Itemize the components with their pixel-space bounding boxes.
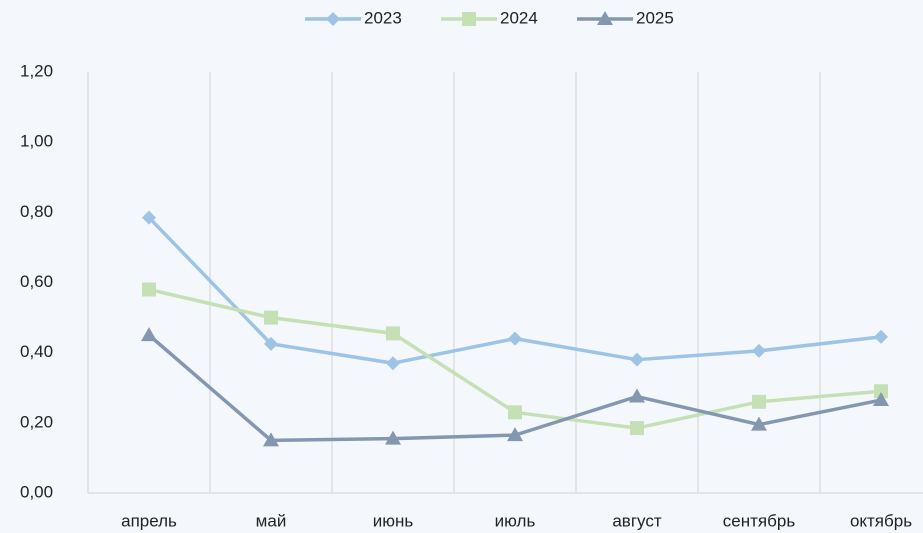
x-tick-label: апрель: [121, 511, 177, 530]
marker: [874, 329, 888, 344]
y-tick-label: 0,80: [20, 202, 53, 221]
marker: [752, 343, 766, 358]
legend-marker: [597, 11, 613, 25]
marker: [264, 336, 278, 351]
marker: [142, 282, 156, 297]
x-tick-label: сентябрь: [723, 511, 796, 530]
x-tick-label: май: [256, 511, 287, 530]
marker: [142, 210, 156, 225]
x-tick-label: октябрь: [850, 511, 912, 530]
marker: [629, 388, 645, 403]
marker: [508, 331, 522, 346]
legend-label: 2024: [500, 8, 538, 27]
marker: [264, 310, 278, 325]
y-tick-label: 1,00: [20, 132, 53, 151]
y-tick-label: 0,40: [20, 342, 53, 361]
y-tick-label: 0,20: [20, 412, 53, 431]
legend-label: 2023: [364, 8, 402, 27]
marker: [874, 384, 888, 399]
y-tick-label: 0,60: [20, 272, 53, 291]
marker: [141, 327, 157, 342]
marker: [386, 356, 400, 371]
marker: [508, 405, 522, 420]
y-tick-label: 1,20: [20, 61, 53, 80]
legend-marker: [462, 12, 476, 26]
x-tick-label: июнь: [373, 511, 414, 530]
marker: [752, 394, 766, 409]
marker: [386, 326, 400, 341]
marker: [630, 352, 644, 367]
y-tick-label: 0,00: [20, 482, 53, 501]
marker: [873, 392, 889, 407]
marker: [751, 416, 767, 431]
marker: [507, 427, 523, 442]
x-tick-label: июль: [495, 511, 536, 530]
legend-label: 2025: [636, 8, 674, 27]
marker: [263, 432, 279, 447]
x-tick-label: август: [612, 511, 661, 530]
marker: [385, 430, 401, 445]
legend-marker: [326, 12, 340, 26]
marker: [630, 421, 644, 436]
